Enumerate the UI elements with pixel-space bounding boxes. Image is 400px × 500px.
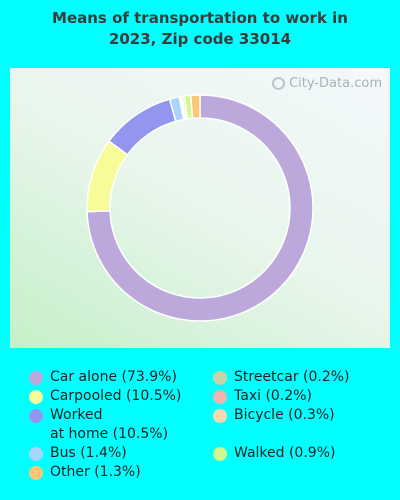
donut-slice-8: [189, 94, 201, 120]
chart-title-line1: Means of transportation to work in: [52, 9, 348, 27]
watermark: City-Data.com: [272, 76, 382, 91]
chart-title: Means of transportation to work in 2023,…: [0, 8, 400, 50]
watermark-text: City-Data.com: [289, 76, 382, 91]
donut-slice-2: [107, 98, 177, 156]
chart-title-line2: 2023, Zip code 33014: [108, 30, 292, 48]
donut-slice-1: [86, 140, 129, 213]
donut-slice-0: [86, 94, 314, 322]
magnifier-icon: [272, 77, 286, 90]
